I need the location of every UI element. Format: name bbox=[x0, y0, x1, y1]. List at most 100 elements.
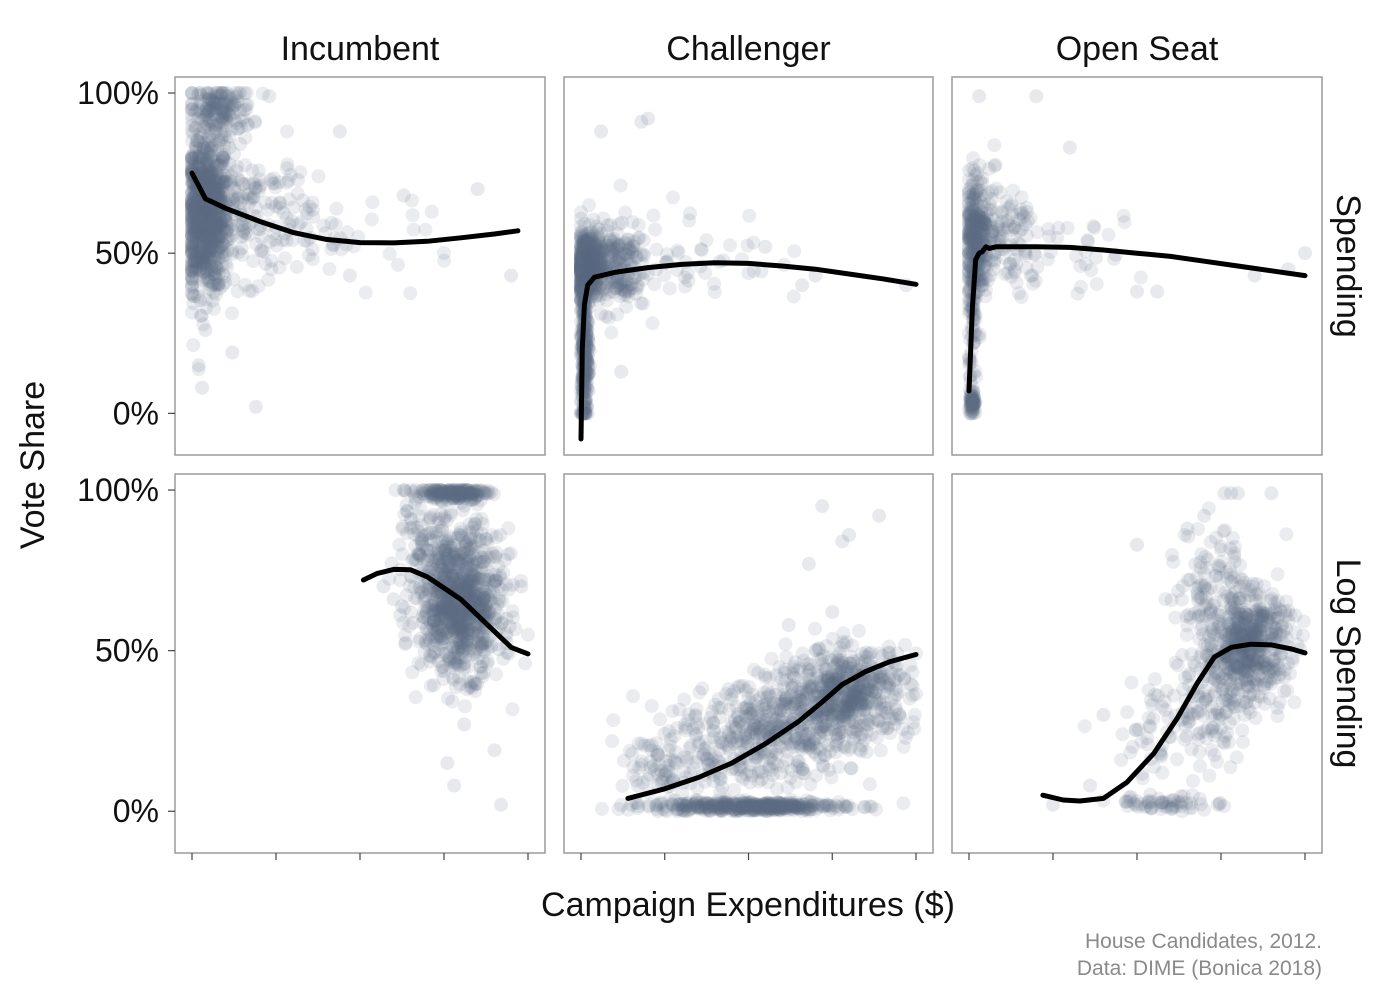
data-point bbox=[198, 209, 213, 224]
data-point bbox=[203, 233, 218, 248]
data-point bbox=[584, 249, 599, 264]
data-point bbox=[962, 225, 977, 240]
data-point bbox=[291, 217, 306, 232]
data-point bbox=[963, 231, 978, 246]
data-point bbox=[185, 277, 199, 292]
data-point bbox=[201, 211, 215, 226]
data-point bbox=[965, 216, 979, 231]
data-point bbox=[1015, 222, 1029, 237]
data-point bbox=[199, 213, 214, 228]
data-point bbox=[598, 244, 613, 259]
data-point bbox=[966, 218, 980, 233]
data-point bbox=[220, 86, 235, 101]
data-point bbox=[305, 252, 320, 267]
data-point bbox=[576, 246, 591, 261]
data-point bbox=[574, 254, 588, 268]
data-point bbox=[204, 241, 219, 256]
data-point bbox=[194, 169, 209, 184]
data-point bbox=[587, 257, 602, 271]
data-point bbox=[468, 570, 483, 585]
data-point bbox=[619, 299, 634, 314]
smooth-line bbox=[189, 170, 521, 246]
data-point bbox=[587, 254, 602, 269]
data-point bbox=[215, 249, 230, 264]
data-point bbox=[221, 107, 236, 122]
data-point bbox=[580, 250, 594, 265]
data-point bbox=[577, 256, 591, 271]
data-point bbox=[477, 554, 492, 569]
data-point bbox=[583, 255, 598, 270]
data-point bbox=[576, 235, 591, 250]
data-point bbox=[970, 213, 985, 228]
data-point bbox=[206, 186, 221, 201]
data-point bbox=[185, 236, 199, 251]
data-point bbox=[469, 512, 484, 527]
data-point bbox=[585, 254, 600, 269]
data-point bbox=[591, 232, 606, 246]
data-point bbox=[226, 190, 240, 205]
data-point bbox=[226, 272, 241, 287]
data-point bbox=[503, 546, 518, 561]
data-point bbox=[386, 592, 401, 607]
data-point bbox=[614, 364, 629, 379]
data-point bbox=[968, 395, 983, 410]
data-point bbox=[574, 261, 588, 276]
data-point bbox=[481, 483, 496, 498]
data-point bbox=[694, 243, 709, 258]
data-point bbox=[194, 208, 209, 223]
data-point bbox=[575, 257, 590, 272]
data-point bbox=[207, 181, 222, 196]
data-point bbox=[188, 230, 203, 245]
data-point bbox=[586, 258, 601, 273]
data-point bbox=[596, 276, 611, 291]
data-point bbox=[225, 218, 240, 233]
data-point bbox=[590, 255, 605, 270]
data-point bbox=[469, 524, 484, 539]
data-point bbox=[247, 115, 262, 130]
data-point bbox=[195, 249, 210, 264]
data-point bbox=[480, 536, 495, 551]
data-point bbox=[210, 117, 225, 131]
data-point bbox=[574, 274, 588, 289]
data-point bbox=[188, 230, 203, 245]
data-point bbox=[202, 103, 217, 118]
data-point bbox=[197, 229, 212, 244]
data-point bbox=[192, 201, 207, 215]
data-point bbox=[220, 243, 235, 258]
data-point bbox=[324, 242, 339, 256]
data-point bbox=[227, 113, 242, 128]
data-point bbox=[468, 582, 483, 597]
data-point bbox=[202, 214, 217, 229]
data-point bbox=[582, 365, 597, 380]
data-point bbox=[187, 214, 202, 229]
data-point bbox=[578, 256, 593, 271]
data-point bbox=[436, 600, 451, 615]
data-point bbox=[578, 234, 593, 249]
data-point bbox=[185, 207, 199, 222]
data-point bbox=[278, 251, 292, 266]
data-point bbox=[611, 278, 626, 293]
data-point bbox=[455, 570, 470, 585]
data-point bbox=[193, 217, 208, 232]
data-point bbox=[1011, 211, 1026, 226]
data-point bbox=[203, 206, 218, 221]
data-point bbox=[578, 263, 593, 278]
data-point bbox=[197, 228, 211, 243]
data-point bbox=[581, 261, 596, 276]
data-point bbox=[194, 251, 209, 266]
data-point bbox=[233, 86, 248, 100]
data-point bbox=[229, 164, 244, 178]
data-point bbox=[280, 124, 295, 139]
data-point bbox=[584, 256, 599, 271]
data-point bbox=[993, 185, 1008, 200]
data-point bbox=[201, 267, 216, 282]
data-point bbox=[596, 242, 611, 257]
data-point bbox=[580, 242, 595, 257]
data-point bbox=[210, 215, 225, 230]
data-point bbox=[209, 101, 224, 116]
data-point bbox=[222, 156, 237, 171]
data-point bbox=[206, 254, 221, 269]
data-point bbox=[215, 148, 230, 163]
data-point bbox=[575, 272, 590, 287]
data-point bbox=[1089, 277, 1104, 292]
